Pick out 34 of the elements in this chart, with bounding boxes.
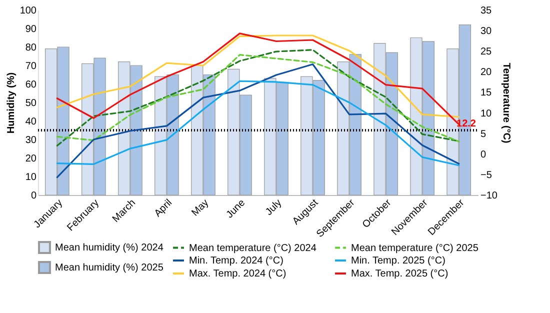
y-tick-label: 100: [20, 6, 37, 16]
legend-label: Mean temperature (°C) 2024: [189, 242, 317, 254]
y2-tick-label: 30: [480, 26, 492, 38]
y-tick-label: 60: [25, 80, 37, 90]
x-tick-label: May: [190, 198, 212, 219]
y2-tick-label: 20: [480, 67, 492, 78]
y-tick-label: 0: [30, 190, 37, 202]
y2-tick-label: 15: [480, 88, 492, 99]
y-tick-label: 90: [25, 24, 37, 35]
legend-label: Max. Temp. 2024 (°C): [189, 268, 286, 280]
y2-tick-label: −10: [480, 190, 498, 202]
y2-tick-label: −5: [480, 170, 492, 181]
y-tick-label: 80: [25, 42, 37, 54]
y2-tick-label: 5: [480, 128, 486, 140]
x-tick-label: July: [264, 198, 284, 218]
y-tick-label: 70: [25, 61, 37, 72]
y2-axis-title: Temperature (°C): [500, 62, 512, 144]
legend-label: Min. Temp. 2024 (°C): [189, 256, 284, 266]
y-tick-label: 30: [25, 135, 37, 146]
y-tick-label: 40: [25, 116, 37, 128]
legend-label: Max. Temp. 2025 (°C): [351, 268, 448, 280]
y2-tick-label: 35: [480, 6, 492, 16]
legend-label: Mean temperature (°C) 2025: [351, 242, 479, 254]
y-tick-label: 50: [25, 98, 37, 109]
legend-label: Mean humidity (%) 2025: [55, 262, 164, 274]
y-axis-title: Humidity (%): [6, 72, 17, 134]
annotation: 12.2: [456, 118, 476, 130]
y2-tick-label: 25: [480, 46, 492, 58]
y-tick-label: 10: [25, 172, 37, 183]
legend-label: Min. Temp. 2025 (°C): [351, 256, 446, 266]
y2-tick-label: 10: [480, 108, 492, 120]
y2-tick-label: 0: [480, 149, 486, 160]
legend-label: Mean humidity (%) 2024: [55, 242, 164, 254]
y-tick-label: 20: [25, 154, 37, 164]
